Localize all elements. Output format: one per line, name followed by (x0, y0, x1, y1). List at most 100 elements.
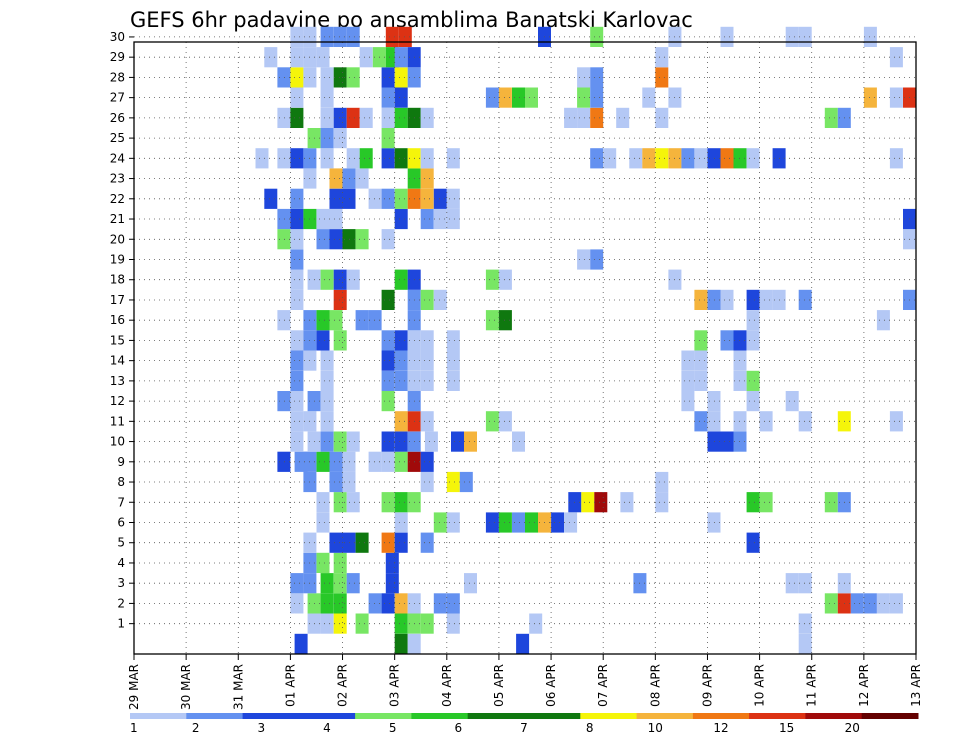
x-tick-label: 09 APR (700, 664, 714, 707)
heatmap-cell (581, 492, 595, 513)
heatmap-cell (577, 67, 591, 88)
heatmap-cell (485, 411, 499, 432)
heatmap-cell (746, 370, 760, 391)
y-tick-label: 28 (110, 70, 125, 84)
heatmap-cell (381, 128, 395, 149)
heatmap-cell (333, 492, 347, 513)
heatmap-cell (381, 391, 395, 412)
heatmap-cell (746, 492, 760, 513)
heatmap-cell (407, 633, 421, 654)
heatmap-cell (394, 107, 408, 128)
colorbar-segment (130, 713, 187, 719)
y-tick-label: 26 (110, 111, 125, 125)
colorbar-segment (242, 713, 300, 719)
heatmap-cell (485, 269, 499, 290)
heatmap-cell (329, 471, 343, 493)
heatmap-cell (381, 188, 395, 209)
heatmap-cell (420, 208, 434, 230)
heatmap-cell (694, 350, 708, 371)
x-tick-label: 13 APR (909, 664, 923, 707)
heatmap-cell (876, 310, 890, 331)
heatmap-cell (255, 148, 269, 169)
heatmap-cell (798, 633, 812, 654)
heatmap-cell (316, 208, 330, 230)
y-tick-label: 16 (110, 313, 125, 327)
heatmap-cell (420, 471, 434, 493)
heatmap-cell (394, 370, 408, 391)
heatmap-cell (420, 107, 434, 128)
heatmap-cell (329, 229, 343, 250)
heatmap-cell (333, 128, 347, 149)
colorbar-label: 15 (779, 721, 794, 735)
heatmap-cell (681, 350, 695, 371)
heatmap-cell (381, 370, 395, 391)
heatmap-cell (329, 310, 343, 331)
heatmap-cell (277, 229, 291, 250)
heatmap-cell (346, 492, 360, 513)
heatmap-cell (320, 391, 334, 412)
heatmap-cell (277, 208, 291, 230)
heatmap-cell (277, 67, 291, 88)
x-axis: 29 MAR 30 MAR 31 MAR 01 APR 02 APR 03 APR 04 A… (127, 654, 923, 710)
heatmap-cell (590, 67, 604, 88)
heatmap-cell (485, 310, 499, 331)
heatmap-cell (290, 107, 304, 128)
heatmap-cell (290, 47, 304, 68)
heatmap-cell (381, 330, 395, 351)
heatmap-cell (577, 107, 591, 128)
heatmap-cell (681, 391, 695, 412)
heatmap-cell (290, 573, 304, 594)
y-tick-label: 3 (117, 576, 125, 590)
heatmap-cell (746, 391, 760, 412)
heatmap-cell (694, 289, 708, 310)
heatmap-cell (746, 148, 760, 169)
y-tick-label: 19 (110, 252, 125, 266)
heatmap-cell (464, 573, 477, 594)
x-tick-label: 07 APR (596, 664, 610, 707)
y-tick-label: 6 (117, 515, 125, 529)
y-tick-label: 12 (110, 394, 125, 408)
heatmap-cell (446, 613, 460, 634)
heatmap-cell (290, 370, 304, 391)
heatmap-cell (290, 87, 304, 108)
heatmap-cell (290, 26, 304, 47)
heatmap-cell (290, 593, 304, 614)
heatmap-cell (525, 87, 538, 108)
x-tick-label: 29 MAR (127, 664, 141, 710)
x-tick-label: 01 APR (283, 664, 297, 707)
heatmap-cell (746, 532, 760, 553)
heatmap-cell (333, 330, 347, 351)
colorbar-segment (861, 713, 919, 719)
heatmap-cell (355, 613, 369, 634)
heatmap-cell (512, 87, 525, 108)
heatmap-cell (329, 168, 343, 189)
heatmap-cell (320, 350, 334, 371)
heatmap-cell (446, 370, 460, 391)
heatmap-cell (485, 512, 499, 533)
y-tick-label: 15 (110, 333, 125, 347)
heatmap-cell (889, 87, 903, 108)
heatmap-cell (433, 512, 447, 533)
heatmap-cell (746, 289, 760, 310)
y-tick-label: 5 (117, 536, 125, 550)
heatmap-cell (446, 512, 460, 533)
heatmap-cell (320, 67, 334, 88)
x-tick-label: 12 APR (857, 664, 871, 707)
heatmap-cell (333, 269, 347, 290)
heatmap-cell (824, 492, 838, 513)
heatmap-cell (655, 148, 669, 169)
y-tick-label: 18 (110, 273, 125, 287)
colorbar-label: 2 (192, 721, 200, 735)
heatmap-cell (333, 431, 347, 452)
heatmap-cell (394, 330, 408, 351)
heatmap-cell (368, 593, 382, 614)
heatmap-cell (590, 249, 604, 270)
y-tick-label: 21 (110, 212, 125, 226)
heatmap-cell (394, 47, 408, 68)
heatmap-cell (590, 26, 604, 47)
heatmap-cell (759, 289, 773, 310)
heatmap-cell (590, 107, 604, 128)
heatmap-cell (746, 310, 760, 331)
heatmap-cell (277, 391, 291, 412)
heatmap-cell (512, 431, 525, 452)
